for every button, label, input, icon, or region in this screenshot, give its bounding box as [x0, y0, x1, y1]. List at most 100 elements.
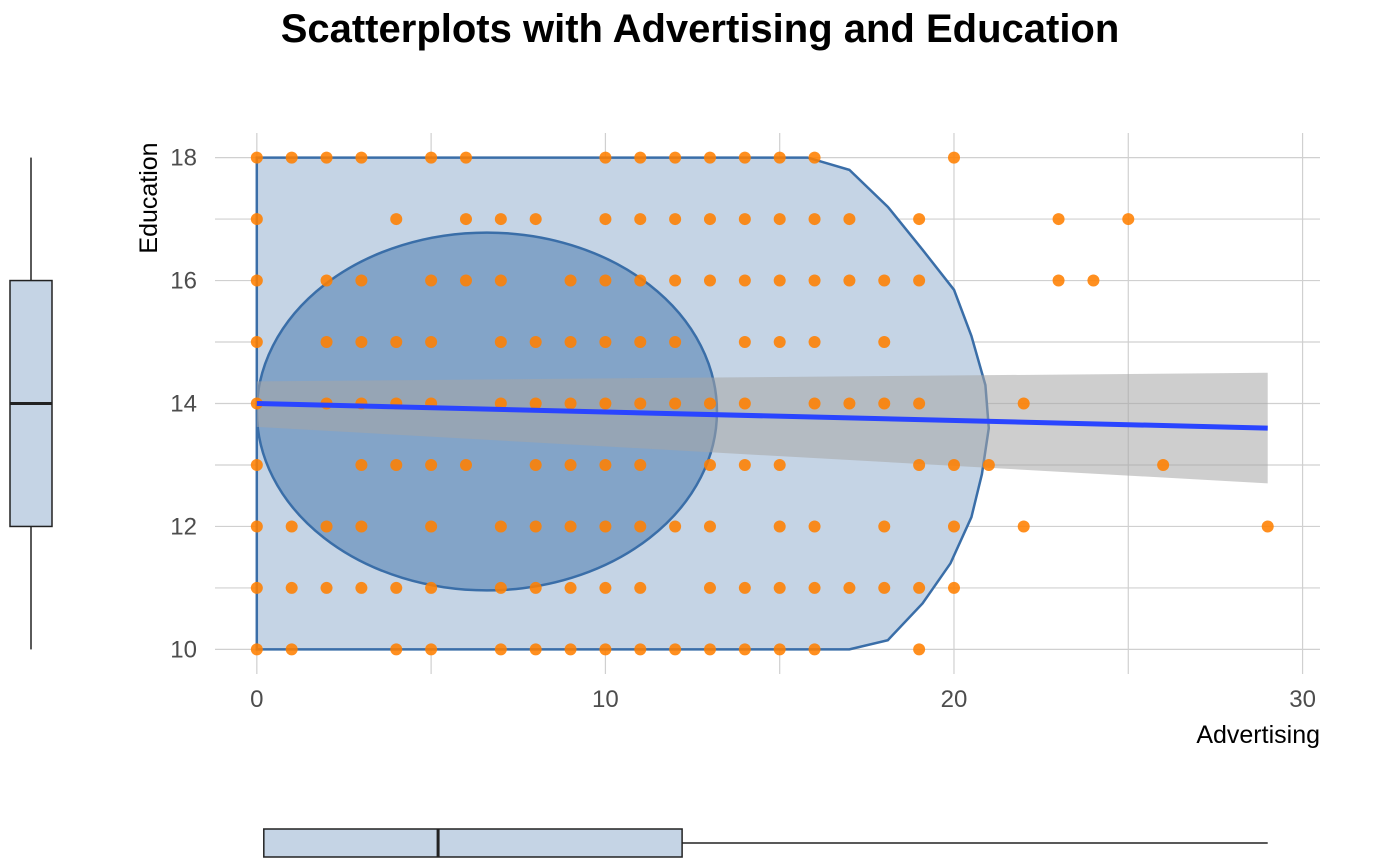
chart-title: Scatterplots with Advertising and Educat… — [281, 7, 1120, 51]
data-point — [599, 581, 612, 594]
y-tick-label: 12 — [170, 513, 197, 540]
data-point — [599, 458, 612, 471]
data-point — [494, 581, 507, 594]
data-point — [564, 397, 577, 410]
data-point — [1261, 520, 1274, 533]
data-point — [808, 336, 821, 349]
data-point — [425, 458, 438, 471]
data-point — [355, 336, 368, 349]
data-point — [913, 581, 926, 594]
data-point — [773, 213, 786, 226]
data-point — [390, 458, 403, 471]
data-point — [564, 643, 577, 656]
data-point — [390, 336, 403, 349]
y-tick-labels: 10 12 14 16 18 — [170, 145, 197, 664]
data-point — [425, 520, 438, 533]
data-point — [529, 336, 542, 349]
data-point — [738, 581, 751, 594]
data-point — [494, 336, 507, 349]
data-point — [808, 274, 821, 287]
data-point — [947, 151, 960, 164]
data-point — [703, 458, 716, 471]
data-point — [773, 151, 786, 164]
x-marginal-boxplot — [263, 828, 1268, 858]
data-point — [250, 458, 263, 471]
data-point — [843, 581, 856, 594]
data-point — [843, 213, 856, 226]
data-point — [738, 397, 751, 410]
data-point — [843, 397, 856, 410]
data-point — [320, 151, 333, 164]
data-point — [669, 336, 682, 349]
data-point — [390, 643, 403, 656]
data-point — [250, 336, 263, 349]
data-point — [564, 274, 577, 287]
data-point — [355, 458, 368, 471]
x-tick-label: 20 — [941, 686, 968, 713]
data-point — [669, 643, 682, 656]
data-point — [947, 458, 960, 471]
data-point — [250, 213, 263, 226]
data-point — [773, 581, 786, 594]
data-point — [529, 458, 542, 471]
data-point — [564, 336, 577, 349]
data-point — [285, 643, 298, 656]
data-point — [878, 397, 891, 410]
data-point — [1122, 213, 1135, 226]
boxplot-box — [263, 828, 683, 858]
data-point — [599, 397, 612, 410]
data-point — [634, 520, 647, 533]
data-point — [878, 336, 891, 349]
data-point — [355, 581, 368, 594]
data-point — [425, 151, 438, 164]
data-point — [459, 213, 472, 226]
data-point — [808, 213, 821, 226]
data-point — [878, 520, 891, 533]
data-point — [564, 520, 577, 533]
data-point — [494, 213, 507, 226]
data-point — [494, 274, 507, 287]
y-axis-title: Education — [135, 142, 163, 253]
data-point — [738, 274, 751, 287]
data-point — [738, 643, 751, 656]
data-point — [1157, 458, 1170, 471]
data-point — [634, 151, 647, 164]
x-tick-label: 30 — [1289, 686, 1316, 713]
x-tick-labels: 0 10 20 30 — [250, 686, 1316, 713]
data-point — [878, 274, 891, 287]
data-point — [669, 520, 682, 533]
data-point — [634, 213, 647, 226]
data-point — [320, 336, 333, 349]
data-point — [250, 274, 263, 287]
data-point — [669, 397, 682, 410]
data-point — [355, 520, 368, 533]
x-tick-label: 0 — [250, 686, 263, 713]
data-point — [459, 151, 472, 164]
data-point — [773, 274, 786, 287]
data-point — [738, 151, 751, 164]
data-point — [564, 581, 577, 594]
x-axis-title: Advertising — [1196, 721, 1320, 749]
data-point — [390, 581, 403, 594]
data-point — [703, 213, 716, 226]
data-point — [808, 643, 821, 656]
data-point — [808, 397, 821, 410]
data-point — [669, 213, 682, 226]
data-point — [808, 520, 821, 533]
data-point — [494, 397, 507, 410]
data-point — [634, 643, 647, 656]
data-point — [285, 151, 298, 164]
data-point — [425, 336, 438, 349]
y-tick-label: 18 — [170, 145, 197, 172]
data-point — [564, 458, 577, 471]
data-point — [634, 458, 647, 471]
data-point — [808, 581, 821, 594]
confidence-band — [256, 372, 1268, 484]
data-point — [703, 520, 716, 533]
data-point — [703, 274, 716, 287]
data-point — [1017, 520, 1030, 533]
data-point — [913, 213, 926, 226]
data-point — [355, 274, 368, 287]
data-point — [320, 581, 333, 594]
data-point — [773, 643, 786, 656]
